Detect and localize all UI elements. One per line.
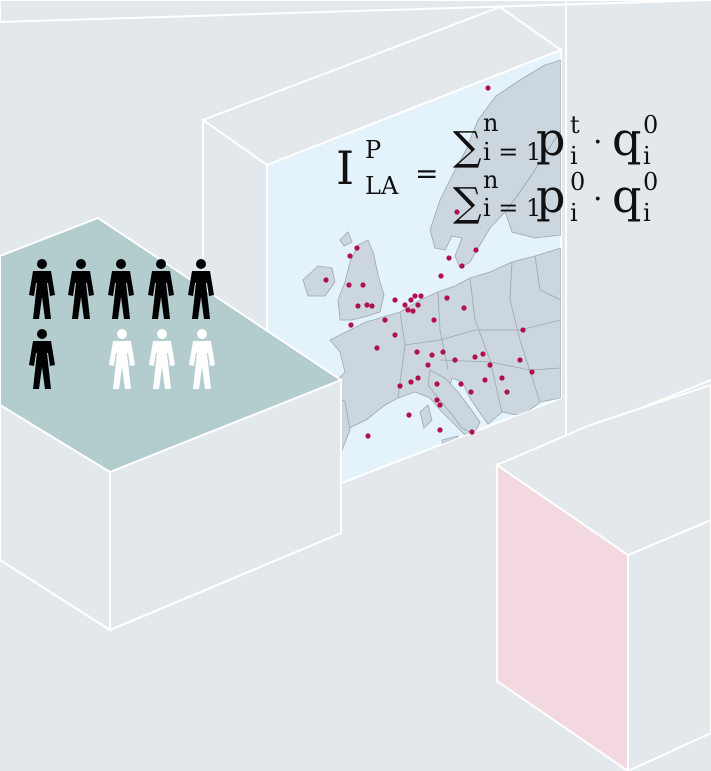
city-dot <box>485 85 491 91</box>
numerator-lower: i = 1 <box>483 138 541 166</box>
numerator-q-sub: i <box>643 142 651 170</box>
city-dot <box>364 302 370 308</box>
pink-box <box>494 383 711 771</box>
city-dot <box>408 379 414 385</box>
person-filled-icon <box>188 259 214 319</box>
numerator-dot: · <box>593 125 603 160</box>
city-dot <box>348 322 354 328</box>
city-dot <box>517 357 523 363</box>
city-dot <box>431 317 437 323</box>
numerator-p-sub: i <box>570 142 578 170</box>
city-dot <box>405 307 411 313</box>
city-dot <box>414 349 420 355</box>
numerator-upper: n <box>483 109 498 137</box>
city-dot <box>397 383 403 389</box>
denominator-dot: · <box>593 182 603 217</box>
denominator-sum: ∑ <box>453 180 482 226</box>
denominator-upper: n <box>483 166 498 194</box>
city-dot <box>473 247 479 253</box>
city-dot <box>446 255 452 261</box>
city-dot <box>437 427 443 433</box>
city-dot <box>425 362 431 368</box>
city-dot <box>429 352 435 358</box>
city-dot <box>499 375 505 381</box>
city-dot <box>408 297 414 303</box>
laspeyres-formula: I P LA = ∑ n i = 1 p t i · q 0 i ∑ n i =… <box>336 109 658 227</box>
city-dot <box>323 277 329 283</box>
city-dot <box>504 389 510 395</box>
person-filled-icon <box>29 329 55 389</box>
denominator-q-sup: 0 <box>643 168 658 196</box>
denominator-p: p <box>536 169 565 223</box>
city-dot <box>459 263 465 269</box>
formula-equals: = <box>415 157 438 190</box>
city-dot <box>374 345 380 351</box>
city-dot <box>480 351 486 357</box>
person-filled-icon <box>68 259 94 319</box>
city-dot <box>438 273 444 279</box>
city-dot <box>406 412 412 418</box>
person-filled-icon <box>29 259 55 319</box>
city-dot <box>410 308 416 314</box>
city-dot <box>482 377 488 383</box>
city-dot <box>354 245 360 251</box>
denominator-p-sup: 0 <box>570 168 585 196</box>
denominator-p-sub: i <box>570 199 578 227</box>
person-outline-icon <box>149 329 175 389</box>
city-dot <box>360 282 366 288</box>
people-group <box>29 259 215 389</box>
numerator-p-sup: t <box>570 111 580 139</box>
denominator-q-sub: i <box>643 199 651 227</box>
denominator-lower: i = 1 <box>483 194 541 222</box>
city-dot <box>461 305 467 311</box>
city-dot <box>468 389 474 395</box>
city-dot <box>365 433 371 439</box>
city-dot <box>434 397 440 403</box>
city-dot <box>472 354 478 360</box>
numerator-sum: ∑ <box>453 124 482 170</box>
city-dot <box>346 282 352 288</box>
person-filled-icon <box>148 259 174 319</box>
city-dot <box>434 381 440 387</box>
city-dot <box>355 303 361 309</box>
person-filled-icon <box>108 259 134 319</box>
city-dot <box>347 253 353 259</box>
city-dot <box>369 303 375 309</box>
numerator-q-sup: 0 <box>643 111 658 139</box>
city-dot <box>402 302 408 308</box>
person-outline-icon <box>189 329 215 389</box>
city-dot <box>454 209 460 215</box>
city-dot <box>392 332 398 338</box>
city-dot <box>440 349 446 355</box>
formula-lhs-subscript: LA <box>365 172 399 200</box>
city-dot <box>469 429 475 435</box>
city-dot <box>458 381 464 387</box>
person-outline-icon <box>109 329 135 389</box>
numerator-q: q <box>612 112 641 166</box>
city-dot <box>487 362 493 368</box>
city-dot <box>415 302 421 308</box>
city-dot <box>437 402 443 408</box>
formula-lhs-symbol: I <box>336 141 354 195</box>
city-dot <box>382 317 388 323</box>
formula-lhs-superscript: P <box>365 136 381 164</box>
city-dot <box>529 369 535 375</box>
denominator-q: q <box>612 169 641 223</box>
city-dot <box>392 297 398 303</box>
top-box-outline <box>0 0 711 24</box>
city-dot <box>520 327 526 333</box>
city-dot <box>412 293 418 299</box>
numerator-p: p <box>536 112 565 166</box>
city-dot <box>444 295 450 301</box>
city-dot <box>415 375 421 381</box>
city-dot <box>452 357 458 363</box>
city-dot <box>418 293 424 299</box>
